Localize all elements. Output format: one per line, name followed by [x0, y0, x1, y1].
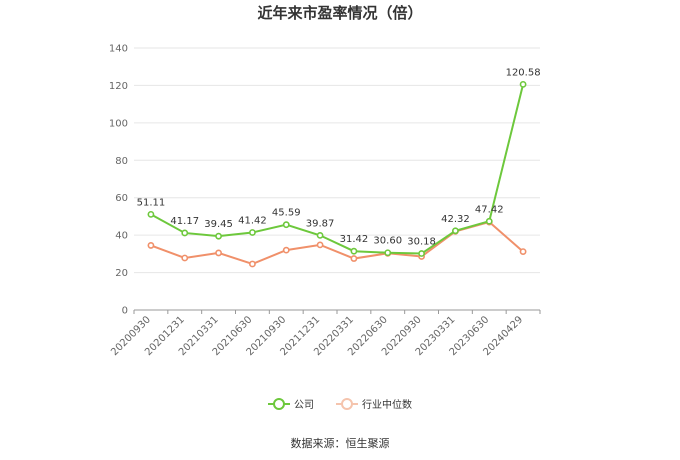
data-label-company-20220930: 30.18	[407, 237, 436, 248]
data-label-company-20210630: 41.42	[238, 215, 267, 226]
data-label-company-20230331: 42.32	[441, 214, 470, 225]
point-industry-20210331	[215, 249, 222, 257]
point-company-20220930	[418, 250, 425, 257]
point-company-20230331	[452, 227, 459, 235]
legend-item-industry[interactable]: 行业中位数	[336, 396, 412, 411]
y-tick-label-80: 80	[115, 156, 128, 167]
legend-item-company[interactable]: 公司	[268, 396, 314, 411]
legend-label-industry: 行业中位数	[362, 400, 412, 411]
legend-label-company: 公司	[294, 400, 314, 411]
point-company-20210331	[215, 232, 222, 240]
point-company-20220630	[384, 249, 392, 257]
point-company-20240429	[519, 80, 527, 88]
data-label-company-20210930: 45.59	[272, 208, 301, 219]
point-industry-20211231	[316, 241, 324, 249]
point-industry-20210630	[249, 260, 256, 268]
legend: 公司 行业中位数	[0, 396, 680, 411]
series-line-company	[150, 84, 525, 255]
point-company-20230630	[485, 217, 493, 225]
data-label-company-20200930: 51.11	[137, 197, 166, 208]
data-label-company-20220630: 30.60	[373, 236, 402, 247]
y-tick-label-140: 140	[109, 44, 128, 55]
legend-marker-industry	[336, 397, 358, 410]
point-company-20200930	[147, 210, 155, 218]
point-industry-20240429	[519, 248, 527, 256]
data-label-company-20201231: 41.17	[170, 216, 199, 227]
y-tick-label-40: 40	[115, 231, 128, 242]
chart-title: 近年来市盈率情况（倍）	[257, 4, 423, 22]
data-label-company-20230630: 47.42	[475, 204, 504, 215]
data-label-company-20210331: 39.45	[204, 219, 233, 230]
point-industry-20201231	[181, 254, 189, 262]
y-tick-label-20: 20	[115, 268, 128, 279]
point-company-20201231	[181, 229, 189, 237]
data-source: 数据来源：恒生聚源	[290, 437, 390, 450]
data-label-company-20220331: 31.42	[340, 234, 369, 245]
y-tick-label-120: 120	[109, 81, 128, 92]
y-tick-label-0: 0	[122, 306, 128, 317]
point-company-20210930	[282, 221, 290, 229]
point-company-20211231	[316, 231, 324, 239]
point-industry-20220331	[350, 255, 358, 262]
y-tick-label-100: 100	[109, 118, 128, 129]
point-industry-20210930	[282, 246, 290, 254]
point-company-20220331	[350, 247, 358, 255]
point-industry-20200930	[147, 242, 155, 249]
data-label-company-20211231: 39.87	[306, 218, 335, 229]
data-label-company-20240429: 120.58	[506, 67, 541, 78]
legend-marker-company	[268, 397, 290, 410]
y-tick-label-60: 60	[115, 193, 128, 204]
point-company-20210630	[249, 229, 256, 236]
